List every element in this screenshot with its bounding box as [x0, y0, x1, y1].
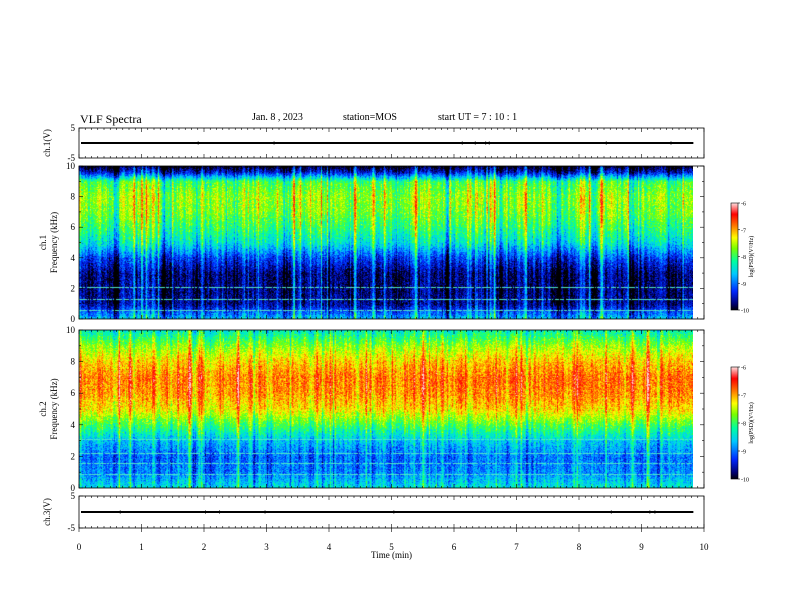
spectrogram-ch2: [79, 330, 693, 488]
y-tick-label: -5: [68, 153, 76, 163]
x-tick-label: 2: [202, 542, 207, 552]
y-tick-label: 5: [71, 123, 76, 133]
y-tick-label: 6: [71, 222, 76, 232]
panel-ylabel: ch.1(V): [42, 129, 52, 157]
header-station: station=MOS: [343, 112, 397, 123]
colorbar-tick-label: -6: [741, 202, 746, 208]
x-tick-label: 8: [577, 542, 582, 552]
spectrogram-ch1: [79, 166, 693, 319]
colorbar-tick-label: -8: [741, 255, 746, 261]
y-tick-label: 10: [66, 325, 76, 335]
x-tick-label: 4: [327, 542, 332, 552]
y-tick-label: 4: [71, 253, 76, 263]
x-axis-label: Time (min): [371, 550, 412, 560]
colorbar-tick-label: -8: [741, 422, 746, 428]
x-tick-label: 10: [700, 542, 710, 552]
header-start-ut: start UT = 7 : 10 : 1: [438, 112, 518, 123]
colorbar-tick-label: -7: [741, 228, 746, 234]
panel-channel-label: ch.2: [38, 401, 48, 416]
colorbar-tick-label: -6: [741, 366, 746, 372]
header-title: VLF Spectra: [80, 112, 142, 126]
y-tick-label: 6: [71, 388, 76, 398]
colorbar-tick-label: -10: [741, 478, 749, 484]
colorbar-ch1: [731, 203, 738, 310]
colorbar-tick-label: -9: [741, 282, 746, 288]
colorbar-ch2: [731, 367, 738, 479]
panel-ylabel: Frequency (kHz): [49, 378, 59, 439]
colorbar-label: log(PSD)(V²/Hz): [748, 236, 755, 277]
colorbar-tick-label: -10: [741, 309, 749, 315]
y-tick-label: 10: [66, 161, 76, 171]
x-tick-label: 7: [514, 542, 519, 552]
x-tick-label: 9: [639, 542, 644, 552]
y-tick-label: 5: [71, 491, 76, 501]
y-tick-label: 0: [71, 314, 76, 324]
y-tick-label: 8: [71, 357, 76, 367]
x-tick-label: 1: [139, 542, 144, 552]
y-tick-label: 4: [71, 420, 76, 430]
panel-channel-label: ch.1: [38, 235, 48, 250]
colorbar-tick-label: -9: [741, 450, 746, 456]
y-tick-label: 8: [71, 192, 76, 202]
y-tick-label: 2: [71, 451, 76, 461]
x-tick-label: 6: [452, 542, 457, 552]
colorbar-label: log(PSD)(V²/Hz): [748, 402, 755, 443]
x-tick-label: 0: [77, 542, 82, 552]
header-date: Jan. 8 , 2023: [252, 112, 303, 123]
x-tick-label: 5: [389, 542, 394, 552]
panel-ylabel: ch.3(V): [42, 498, 52, 526]
x-tick-label: 3: [264, 542, 269, 552]
colorbar-tick-label: -7: [741, 394, 746, 400]
y-tick-label: 2: [71, 283, 76, 293]
y-tick-label: 0: [71, 483, 76, 493]
panel-ylabel: Frequency (kHz): [49, 212, 59, 273]
y-tick-label: -5: [68, 523, 76, 533]
